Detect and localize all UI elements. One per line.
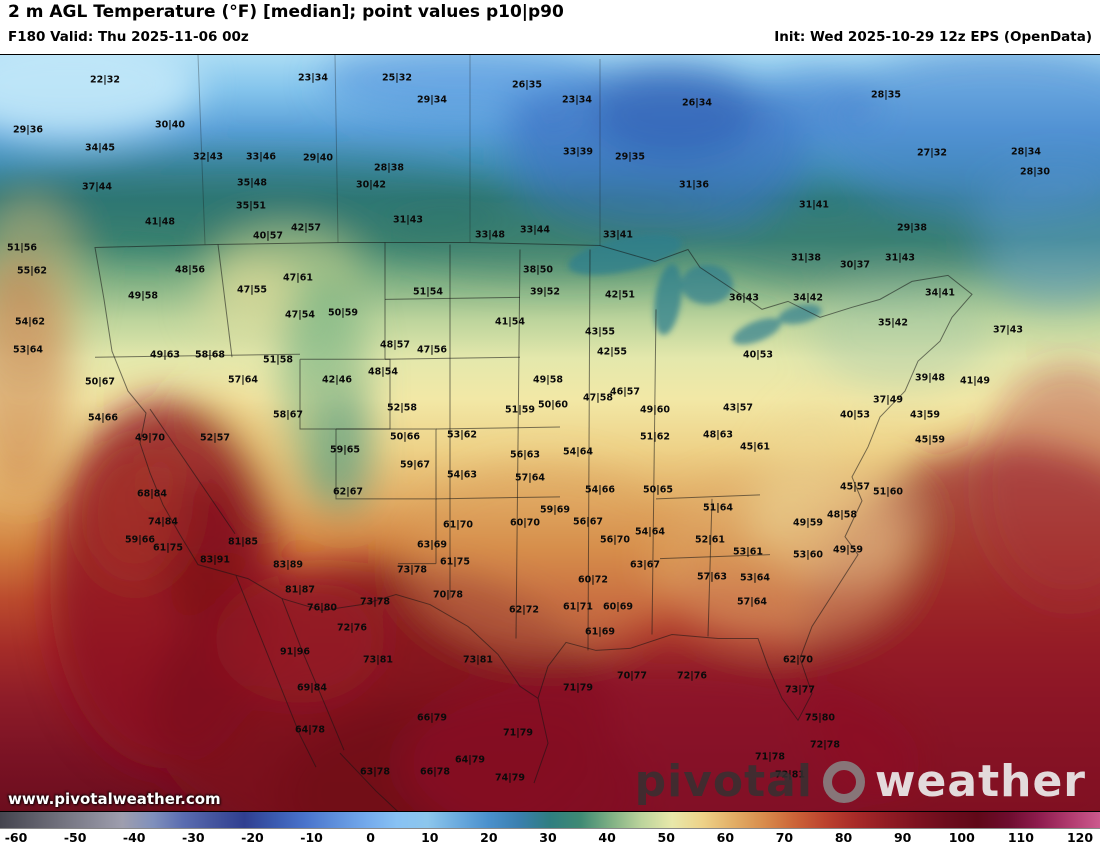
colorbar-tick: 50 bbox=[657, 830, 675, 845]
colorbar-tick: 110 bbox=[1007, 830, 1034, 845]
colorbar-tick: 120 bbox=[1066, 830, 1094, 845]
colorbar-tick: -30 bbox=[182, 830, 205, 845]
colorbar-tick: -60 bbox=[4, 830, 28, 845]
colorbar-tick: 90 bbox=[893, 830, 912, 845]
colorbar-tick: 30 bbox=[539, 830, 557, 845]
province-borders bbox=[197, 55, 601, 246]
state-borders bbox=[94, 242, 973, 811]
colorbar-tick: -20 bbox=[241, 830, 264, 845]
temperature-colorbar: -60 -50 -40 -30 -20 -10 0 10 20 30 40 50 60 70 80 90 100… bbox=[0, 812, 1100, 850]
colorbar-tick-labels: -60 -50 -40 -30 -20 -10 0 10 20 30 40 50 60 70 80 90 100… bbox=[0, 828, 1100, 850]
colorbar-tick: 10 bbox=[421, 830, 439, 845]
init-time-label: Init: Wed 2025-10-29 12z EPS (OpenData) bbox=[774, 29, 1092, 45]
colorbar-gradient-strip bbox=[0, 812, 1100, 829]
colorbar-tick: -40 bbox=[122, 830, 146, 845]
colorbar-tick: 60 bbox=[716, 830, 735, 845]
colorbar-tick: 40 bbox=[598, 830, 616, 845]
logo-text-pivotal: pivotal bbox=[634, 756, 813, 807]
page-title: 2 m AGL Temperature (°F) [median]; point… bbox=[8, 2, 564, 22]
colorbar-tick: 80 bbox=[834, 830, 853, 845]
watermark: www.pivotalweather.com bbox=[8, 790, 221, 808]
colorbar-tick: -50 bbox=[63, 830, 87, 845]
temperature-regions bbox=[0, 55, 1100, 811]
colorbar-tick: 0 bbox=[366, 830, 376, 845]
logo-text-weather: weather bbox=[874, 756, 1086, 807]
valid-time-label: F180 Valid: Thu 2025-11-06 00z bbox=[8, 29, 249, 45]
map-artwork bbox=[0, 55, 1100, 811]
colorbar-tick: 100 bbox=[948, 830, 975, 845]
great-lakes bbox=[568, 233, 822, 345]
colorbar-tick: 20 bbox=[480, 830, 498, 845]
colorbar-tick: -10 bbox=[300, 830, 323, 845]
pivotal-weather-logo: pivotal weather bbox=[635, 760, 1086, 804]
colorbar-tick: 70 bbox=[775, 830, 794, 845]
map-header: 2 m AGL Temperature (°F) [median]; point… bbox=[0, 0, 1100, 54]
map-canvas bbox=[0, 54, 1100, 812]
logo-ring-icon bbox=[822, 761, 865, 803]
